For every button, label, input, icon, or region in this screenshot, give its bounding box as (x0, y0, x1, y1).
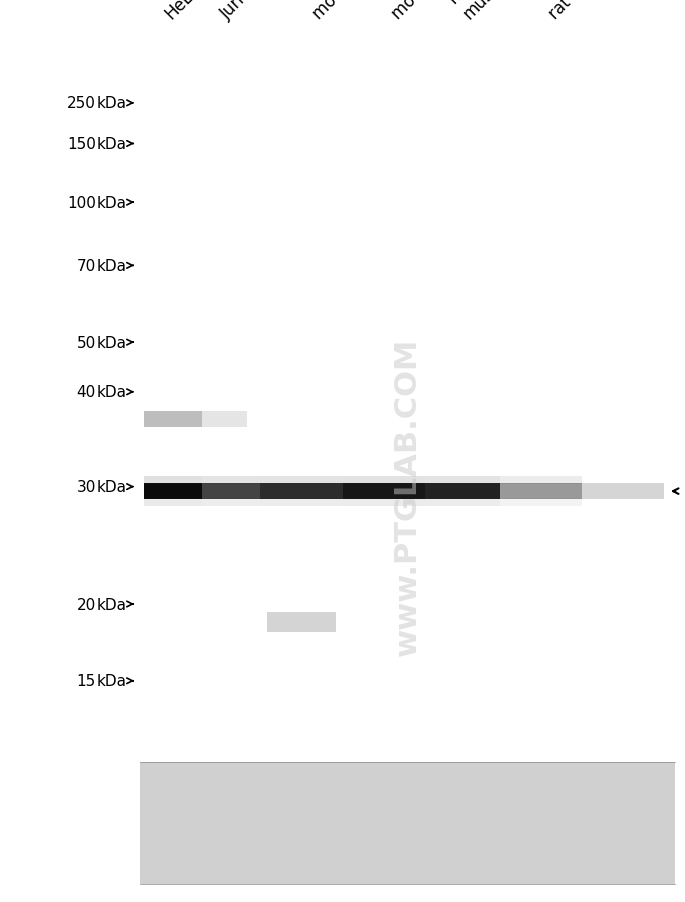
Bar (144, 411, 202, 428)
Text: 150: 150 (67, 137, 96, 152)
Text: 30: 30 (77, 480, 96, 494)
Text: 70: 70 (77, 259, 96, 273)
Bar (260, 483, 342, 500)
Bar (342, 483, 425, 500)
Bar (342, 498, 425, 507)
Text: kDa: kDa (97, 137, 127, 152)
Bar (202, 476, 260, 484)
Text: 250: 250 (67, 97, 96, 111)
Text: rat lung: rat lung (545, 0, 604, 23)
Bar (202, 498, 260, 507)
Bar (267, 612, 336, 632)
Bar (500, 498, 582, 507)
Text: 40: 40 (77, 385, 96, 400)
Bar (144, 483, 202, 500)
Bar (500, 476, 582, 484)
Bar (425, 476, 500, 484)
Text: kDa: kDa (97, 674, 127, 688)
Text: 100: 100 (67, 196, 96, 210)
Bar (144, 476, 202, 484)
Bar (582, 483, 664, 500)
Bar (144, 498, 202, 507)
Bar (342, 476, 425, 484)
Text: kDa: kDa (97, 336, 127, 350)
Text: mouse skeletal
muscle: mouse skeletal muscle (445, 0, 561, 23)
Bar (202, 411, 247, 428)
Text: kDa: kDa (97, 259, 127, 273)
Bar (425, 498, 500, 507)
Text: Jurkat: Jurkat (216, 0, 264, 23)
Bar (260, 498, 342, 507)
Text: kDa: kDa (97, 480, 127, 494)
Text: 50: 50 (77, 336, 96, 350)
Text: 20: 20 (77, 597, 96, 612)
Text: 15: 15 (77, 674, 96, 688)
Bar (202, 483, 260, 500)
Text: kDa: kDa (97, 385, 127, 400)
Text: kDa: kDa (97, 597, 127, 612)
Text: kDa: kDa (97, 196, 127, 210)
FancyBboxPatch shape (140, 762, 675, 884)
Text: HeLa: HeLa (162, 0, 204, 23)
Bar (425, 483, 500, 500)
Text: www.PTGLAB.COM: www.PTGLAB.COM (393, 337, 422, 655)
Text: kDa: kDa (97, 97, 127, 111)
Bar (260, 476, 342, 484)
Text: mouse kidney: mouse kidney (309, 0, 404, 23)
Bar (500, 483, 582, 500)
Text: mouse lung: mouse lung (388, 0, 469, 23)
